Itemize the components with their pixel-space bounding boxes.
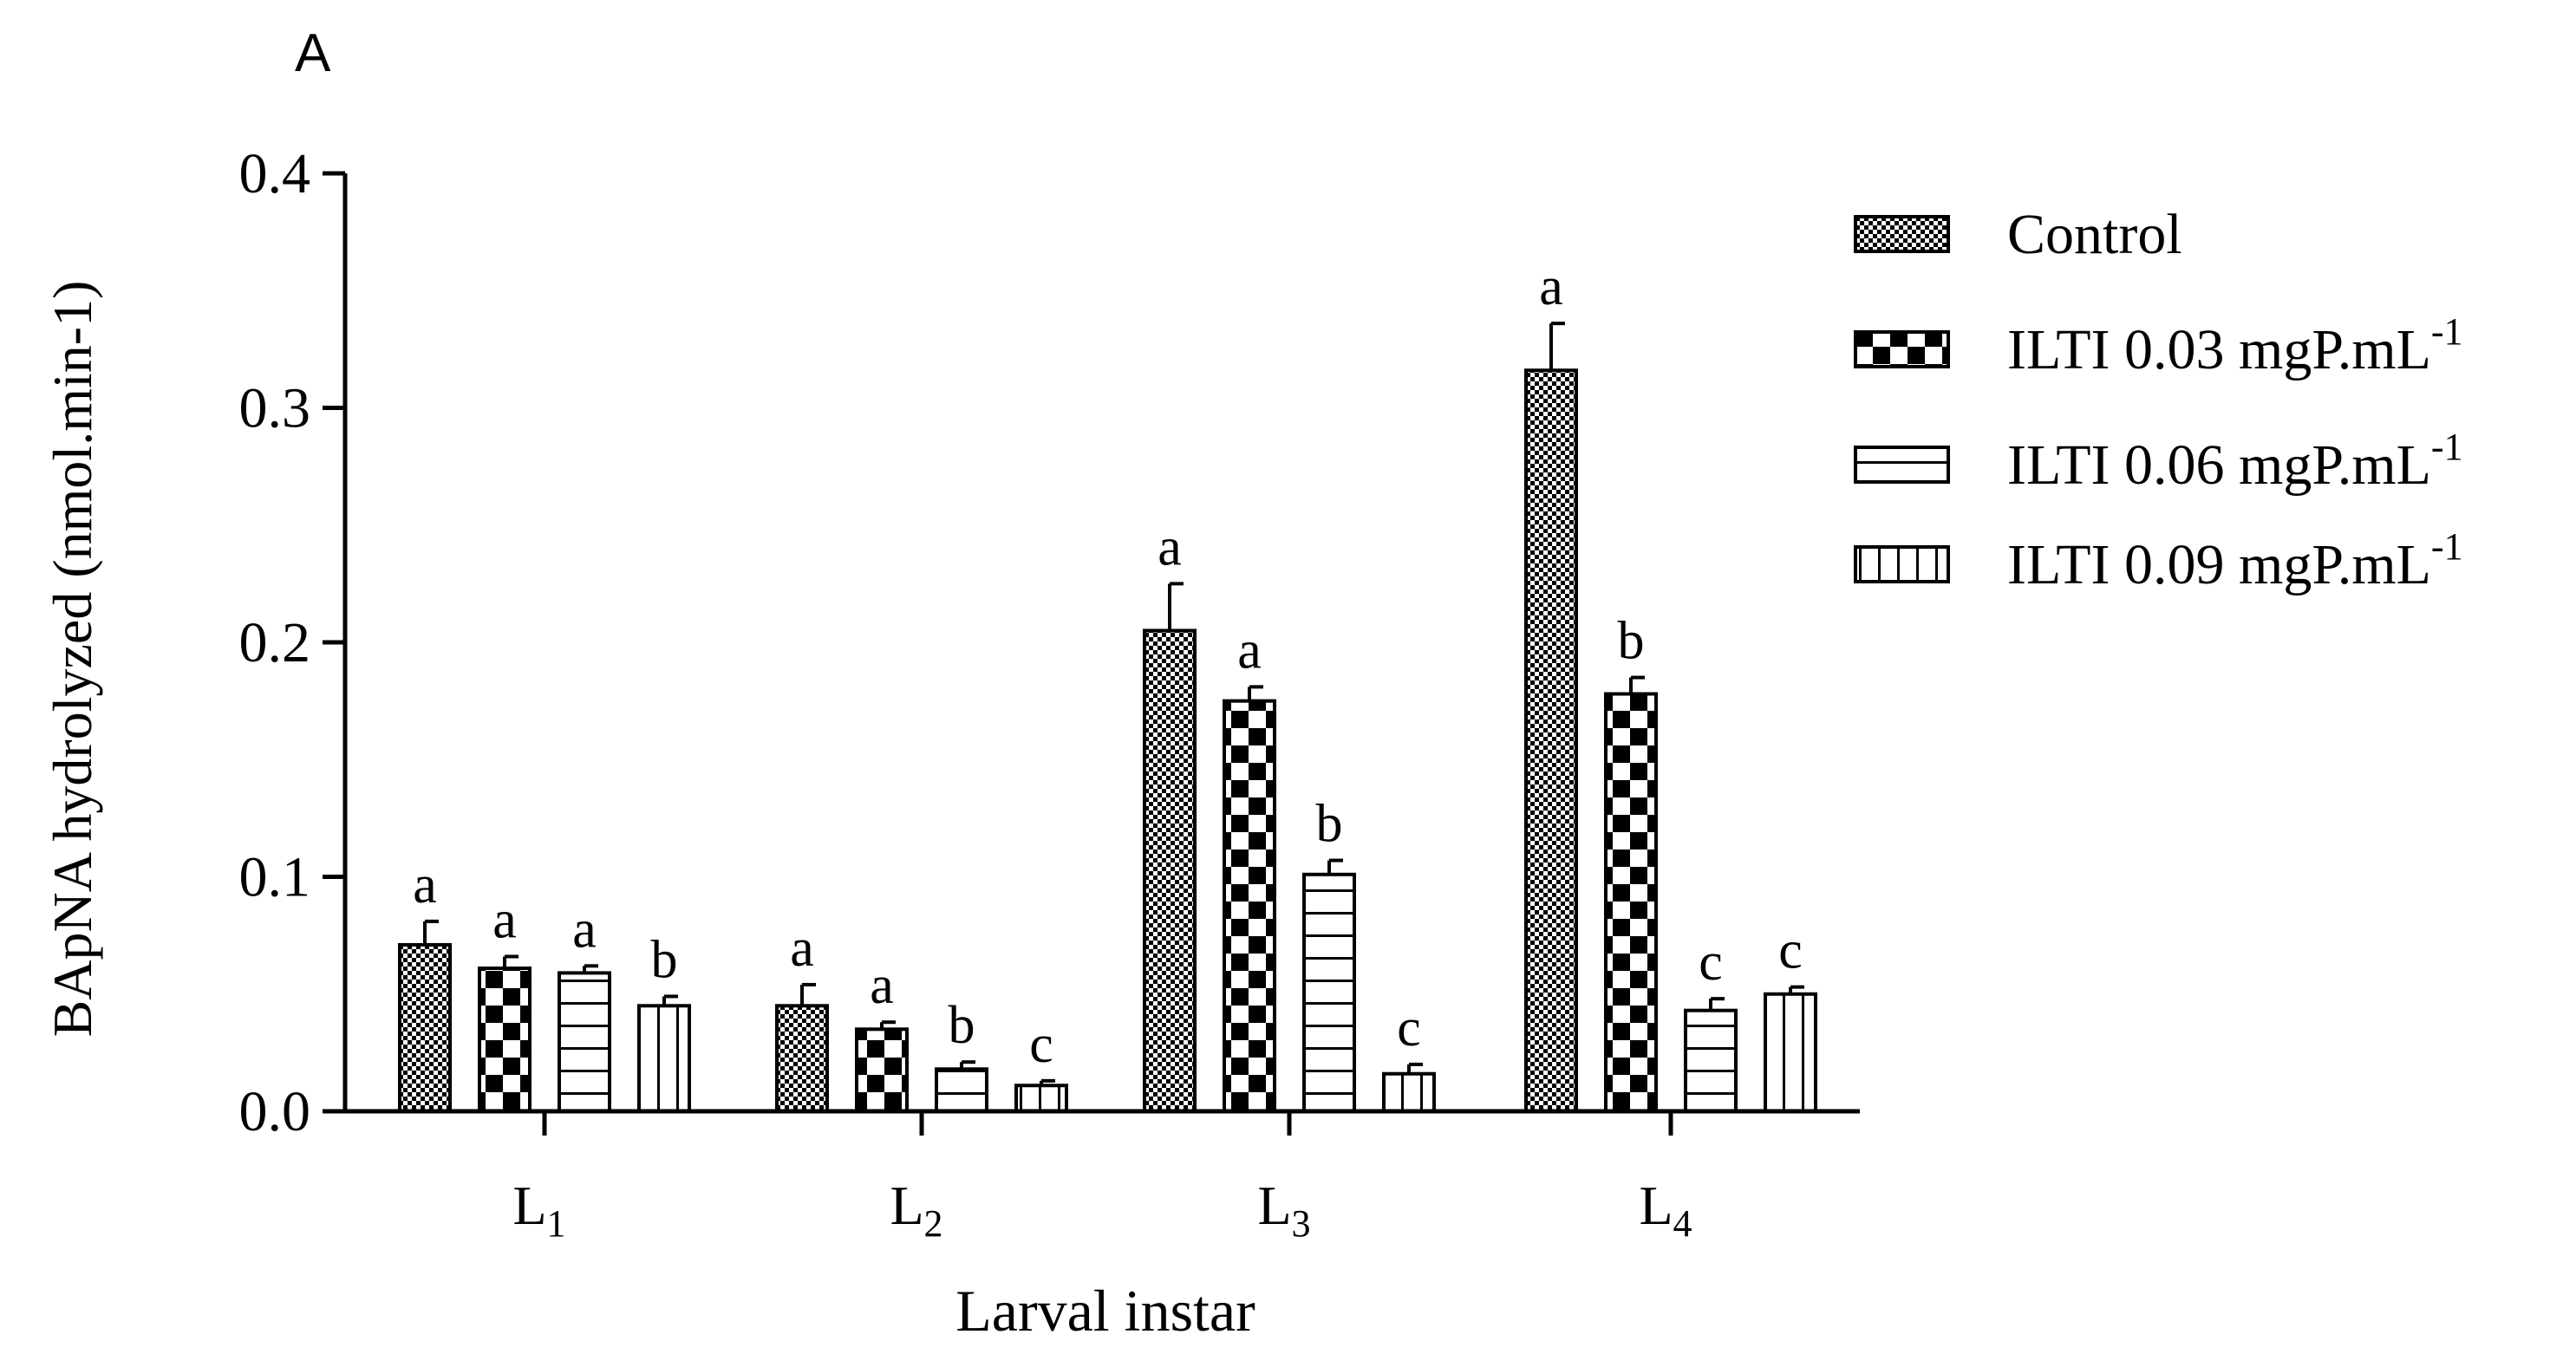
x-tick-label-4: L4 bbox=[1639, 1175, 1692, 1245]
y-axis-label: BApNA hydrolyzed (nmol.min-1) bbox=[42, 281, 103, 1038]
significance-letter-s3-c3: b bbox=[1316, 795, 1343, 854]
bar-s1-c2 bbox=[775, 1004, 829, 1114]
significance-letter-s2-c2: a bbox=[870, 956, 894, 1015]
significance-letter-s1-c4: a bbox=[1539, 257, 1563, 316]
legend-label-1: Control bbox=[2007, 203, 2182, 266]
legend-label-3: ILTI 0.06 mgP.mL-1 bbox=[2007, 426, 2463, 497]
significance-letter-s4-c3: c bbox=[1397, 999, 1421, 1058]
significance-letter-s1-c1: a bbox=[413, 856, 437, 915]
panel-label: A bbox=[295, 23, 331, 83]
legend-label-2: ILTI 0.03 mgP.mL-1 bbox=[2007, 310, 2463, 381]
significance-letter-s3-c1: a bbox=[572, 900, 597, 959]
significance-letter-s4-c2: c bbox=[1029, 1015, 1053, 1074]
bar-s4-c3 bbox=[1382, 1071, 1436, 1113]
y-tick-label-4: 0.3 bbox=[239, 377, 311, 440]
significance-letter-s4-c4: c bbox=[1778, 921, 1803, 980]
bar-s1-c1 bbox=[398, 942, 452, 1113]
significance-letter-s2-c3: a bbox=[1237, 621, 1262, 680]
significance-letter-s1-c3: a bbox=[1158, 518, 1182, 576]
y-tick-label-1: 0.0 bbox=[239, 1080, 311, 1143]
significance-letter-s4-c1: b bbox=[651, 930, 678, 989]
bar-s2-c2 bbox=[855, 1027, 909, 1113]
significance-letter-s2-c4: b bbox=[1618, 612, 1645, 671]
significance-letter-s1-c2: a bbox=[790, 919, 814, 978]
bar-s2-c3 bbox=[1223, 699, 1276, 1113]
bar-s3-c2 bbox=[935, 1067, 988, 1114]
legend-swatch-3 bbox=[1854, 446, 1950, 484]
x-axis-label: Larval instar bbox=[955, 1278, 1255, 1344]
y-tick-label-2: 0.1 bbox=[239, 846, 311, 909]
significance-letter-s2-c1: a bbox=[492, 890, 517, 949]
bar-s3-c1 bbox=[558, 971, 611, 1114]
bar-s2-c1 bbox=[478, 966, 532, 1113]
bar-s1-c3 bbox=[1143, 628, 1197, 1113]
bar-s4-c1 bbox=[637, 1004, 691, 1114]
bar-s4-c4 bbox=[1764, 992, 1817, 1113]
legend-swatch-2 bbox=[1854, 330, 1950, 368]
bar-s3-c4 bbox=[1684, 1008, 1738, 1114]
y-tick-label-5: 0.4 bbox=[239, 142, 311, 205]
legend-swatch-1 bbox=[1854, 215, 1950, 253]
y-tick-label-3: 0.2 bbox=[239, 611, 311, 674]
legend: Control ILTI 0.03 mgP.mL-1 ILTI 0.06 mgP.m… bbox=[1854, 203, 2463, 596]
bar-s1-c4 bbox=[1524, 368, 1578, 1114]
bar-s3-c3 bbox=[1302, 872, 1356, 1113]
x-tick-label-1: L1 bbox=[512, 1175, 565, 1245]
bar-s4-c2 bbox=[1014, 1084, 1068, 1113]
bar-s2-c4 bbox=[1604, 692, 1658, 1113]
significance-letter-s3-c4: c bbox=[1699, 933, 1723, 992]
legend-swatch-4 bbox=[1854, 545, 1950, 583]
x-tick-label-3: L3 bbox=[1257, 1175, 1310, 1245]
x-tick-label-2: L2 bbox=[890, 1175, 942, 1245]
legend-label-4: ILTI 0.09 mgP.mL-1 bbox=[2007, 525, 2463, 596]
significance-letter-s3-c2: b bbox=[949, 996, 975, 1055]
